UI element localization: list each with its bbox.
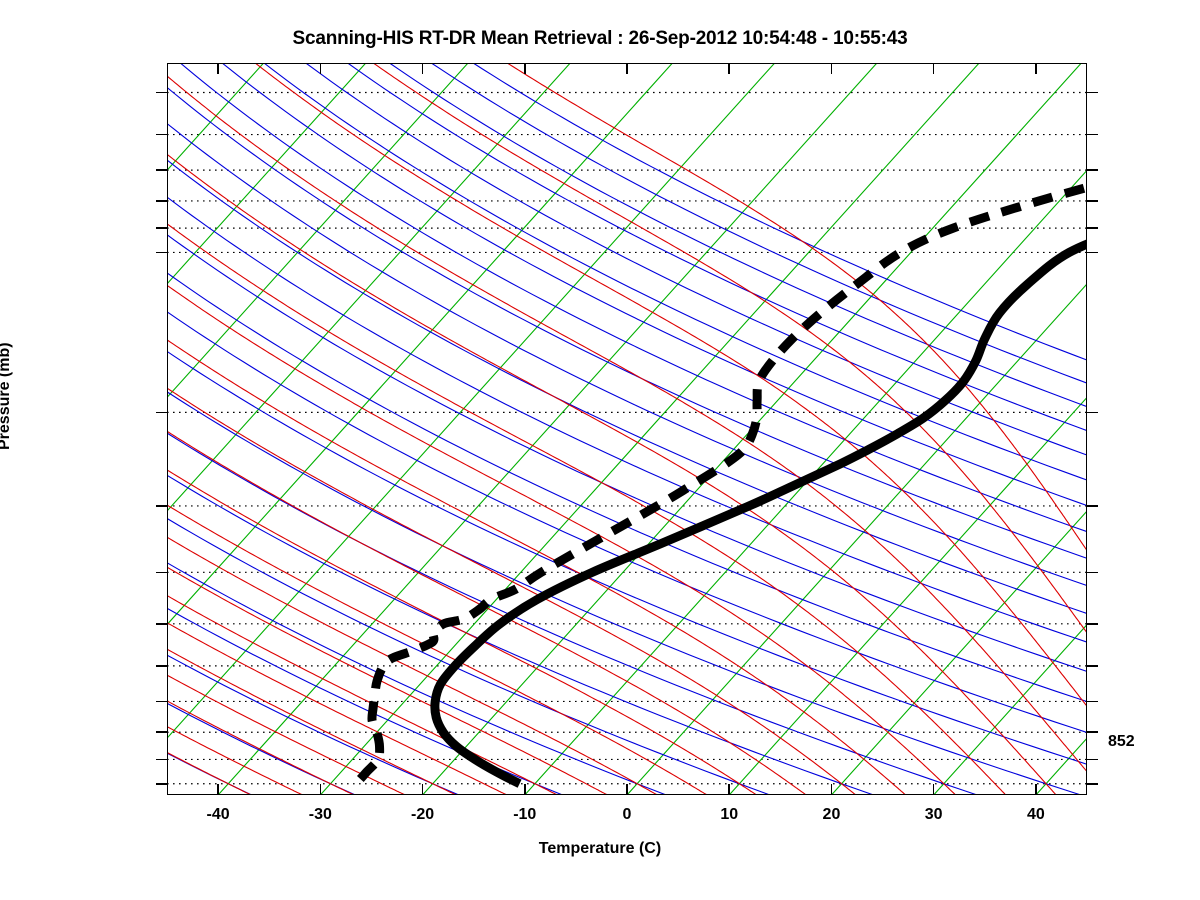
y-tick-mark-right [1087,251,1098,254]
y-tick-mark [156,665,167,667]
y-tick-mark-right [1087,665,1098,667]
x-tick-mark [523,784,526,795]
y-tick-mark [156,227,167,229]
x-tick-label: 10 [720,806,739,823]
x-tick-mark-top [626,63,628,74]
x-tick-mark [217,784,219,795]
x-tick-label: -30 [308,806,332,823]
y-tick-mark-right [1087,782,1098,785]
y-tick-mark-right [1087,505,1098,507]
y-tick-mark-right [1087,411,1098,414]
y-tick-mark [156,731,167,734]
x-tick-mark-top [319,63,322,74]
y-tick-mark-right [1087,700,1098,703]
y-tick-mark [156,505,167,507]
dewpoint-profile [352,182,1087,787]
y-tick-mark [156,571,167,574]
y-tick-mark-right [1087,731,1098,734]
x-tick-mark [728,784,731,795]
y-tick-mark-right [1087,133,1098,136]
y-tick-mark-right [1087,623,1098,625]
x-tick-mark-top [421,63,424,74]
plot-canvas [167,63,1087,795]
x-tick-label: 0 [622,806,632,823]
x-tick-label: -40 [206,806,230,823]
x-tick-mark [319,784,322,795]
x-tick-mark [830,784,833,795]
x-tick-mark-top [217,63,219,74]
skewt-background-grid [167,63,1087,795]
y-tick-mark [156,782,167,785]
x-tick-mark [1035,784,1037,795]
x-tick-mark-top [830,63,833,74]
plot-area [167,63,1087,795]
y-tick-mark-right [1087,758,1098,761]
y-tick-mark [156,133,167,136]
x-tick-label: -10 [513,806,537,823]
y-tick-mark [156,91,167,94]
y-tick-mark-right [1087,169,1098,171]
sounding-profiles [352,182,1087,788]
x-tick-mark-top [1035,63,1037,74]
y-tick-mark [156,700,167,703]
pressure-annotation-852: 852 [1108,733,1135,750]
x-tick-mark [626,784,628,795]
y-tick-mark [156,623,167,625]
y-tick-mark [156,411,167,414]
y-tick-mark [156,251,167,254]
x-tick-mark [932,784,935,795]
x-tick-label: -20 [410,806,435,823]
y-tick-mark-right [1087,91,1098,94]
y-axis-title: Pressure (mb) [0,342,13,450]
y-tick-mark [156,758,167,761]
x-tick-mark-top [728,63,731,74]
y-tick-mark-right [1087,200,1098,202]
x-axis-title: Temperature (C) [538,840,662,857]
y-tick-mark-right [1087,571,1098,574]
x-tick-mark [421,784,424,795]
temperature-profile [430,239,1087,788]
y-tick-mark [156,200,167,202]
x-tick-mark-top [523,63,526,74]
x-tick-label: 30 [924,806,943,823]
x-tick-label: 40 [1026,806,1045,823]
chart-title: Scanning-HIS RT-DR Mean Retrieval : 26-S… [292,28,908,49]
y-tick-mark-right [1087,227,1098,229]
y-tick-mark [156,169,167,171]
x-tick-label: 20 [822,806,841,823]
x-tick-mark-top [932,63,935,74]
